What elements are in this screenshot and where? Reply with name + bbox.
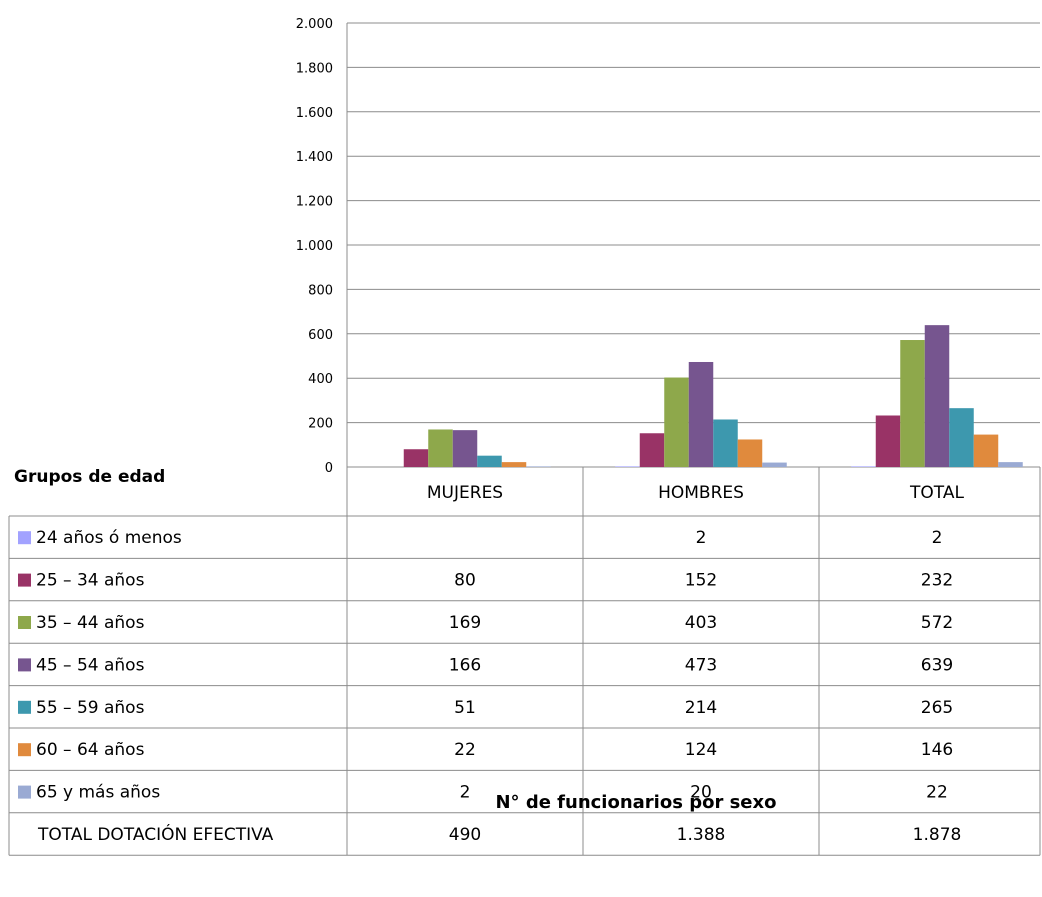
x-axis-label: N° de funcionarios por sexo bbox=[495, 792, 776, 813]
bar bbox=[900, 340, 925, 467]
y-tick-label: 200 bbox=[308, 417, 333, 432]
table-cell: 169 bbox=[449, 613, 481, 633]
y-tick-label: 1.600 bbox=[296, 106, 333, 121]
row-label: 35 – 44 años bbox=[36, 613, 145, 633]
table-cell: 166 bbox=[449, 655, 481, 675]
legend-swatch bbox=[18, 700, 31, 714]
bar bbox=[501, 462, 527, 467]
table-cell: 2 bbox=[696, 528, 707, 548]
bar bbox=[851, 466, 876, 467]
bar bbox=[477, 455, 502, 467]
bar bbox=[526, 466, 551, 467]
bar bbox=[762, 462, 787, 467]
table-cell: 51 bbox=[454, 698, 476, 718]
bar-layer bbox=[403, 325, 1023, 467]
table-cell: 152 bbox=[685, 571, 717, 591]
bar bbox=[924, 325, 950, 467]
y-tick-label: 400 bbox=[308, 372, 333, 387]
legend-swatch bbox=[18, 531, 31, 545]
bar bbox=[639, 433, 665, 467]
category-label: MUJERES bbox=[427, 483, 503, 503]
bar bbox=[403, 449, 429, 467]
y-tick-label: 1.400 bbox=[296, 150, 333, 165]
y-tick-label: 1.800 bbox=[296, 61, 333, 76]
y-tick-label: 1.000 bbox=[296, 239, 333, 254]
bar bbox=[973, 434, 999, 467]
legend-swatch bbox=[18, 743, 31, 757]
table-cell: 473 bbox=[685, 655, 717, 675]
table-cell: 22 bbox=[454, 740, 476, 760]
category-label: HOMBRES bbox=[658, 483, 744, 503]
legend-swatch bbox=[18, 616, 31, 629]
bar bbox=[737, 439, 763, 467]
total-cell: 1.878 bbox=[913, 825, 962, 845]
table-cell: 146 bbox=[921, 740, 953, 760]
table-cell: 124 bbox=[685, 740, 717, 760]
bar bbox=[998, 462, 1023, 467]
bar bbox=[664, 377, 689, 467]
table-cell: 80 bbox=[454, 571, 476, 591]
row-label: 65 y más años bbox=[36, 783, 160, 803]
category-label: TOTAL bbox=[909, 483, 964, 503]
table-cell: 572 bbox=[921, 613, 953, 633]
bar bbox=[428, 429, 453, 467]
row-label: 45 – 54 años bbox=[36, 655, 145, 675]
bar bbox=[452, 430, 478, 467]
y-tick-label: 0 bbox=[325, 461, 333, 476]
y-tick-label: 800 bbox=[308, 283, 333, 298]
legend-swatch bbox=[18, 658, 31, 672]
legend-swatch bbox=[18, 785, 31, 799]
y-tick-label: 1.200 bbox=[296, 195, 333, 210]
bar bbox=[875, 415, 901, 467]
table-cell: 403 bbox=[685, 613, 717, 633]
row-label: 60 – 64 años bbox=[36, 740, 145, 760]
row-label: 55 – 59 años bbox=[36, 698, 145, 718]
y-axis-ticks: 0 200 400 600 800 1.000 1.200 1.400 1.600 1.800 2.… bbox=[296, 17, 333, 476]
table-cell: 214 bbox=[685, 698, 717, 718]
row-label: 25 – 34 años bbox=[36, 571, 145, 591]
legend-swatch bbox=[18, 573, 31, 587]
row-header-title: Grupos de edad bbox=[14, 467, 165, 487]
table-cell: 232 bbox=[921, 571, 953, 591]
total-cell: 1.388 bbox=[677, 825, 726, 845]
table-cell: 639 bbox=[921, 655, 953, 675]
total-row-label: TOTAL DOTACIÓN EFECTIVA bbox=[37, 823, 274, 845]
bar bbox=[949, 408, 974, 467]
table-cell: 2 bbox=[932, 528, 943, 548]
bar bbox=[615, 466, 640, 467]
y-tick-label: 2.000 bbox=[296, 17, 333, 32]
row-label: 24 años ó menos bbox=[36, 528, 182, 548]
table-cell: 2 bbox=[460, 783, 471, 803]
bar bbox=[688, 361, 714, 467]
table-cell: 265 bbox=[921, 698, 953, 718]
table-cell: 22 bbox=[926, 783, 948, 803]
total-cell: 490 bbox=[449, 825, 481, 845]
table-cell: 20 bbox=[690, 783, 712, 803]
y-tick-label: 600 bbox=[308, 328, 333, 343]
bar bbox=[713, 419, 738, 467]
